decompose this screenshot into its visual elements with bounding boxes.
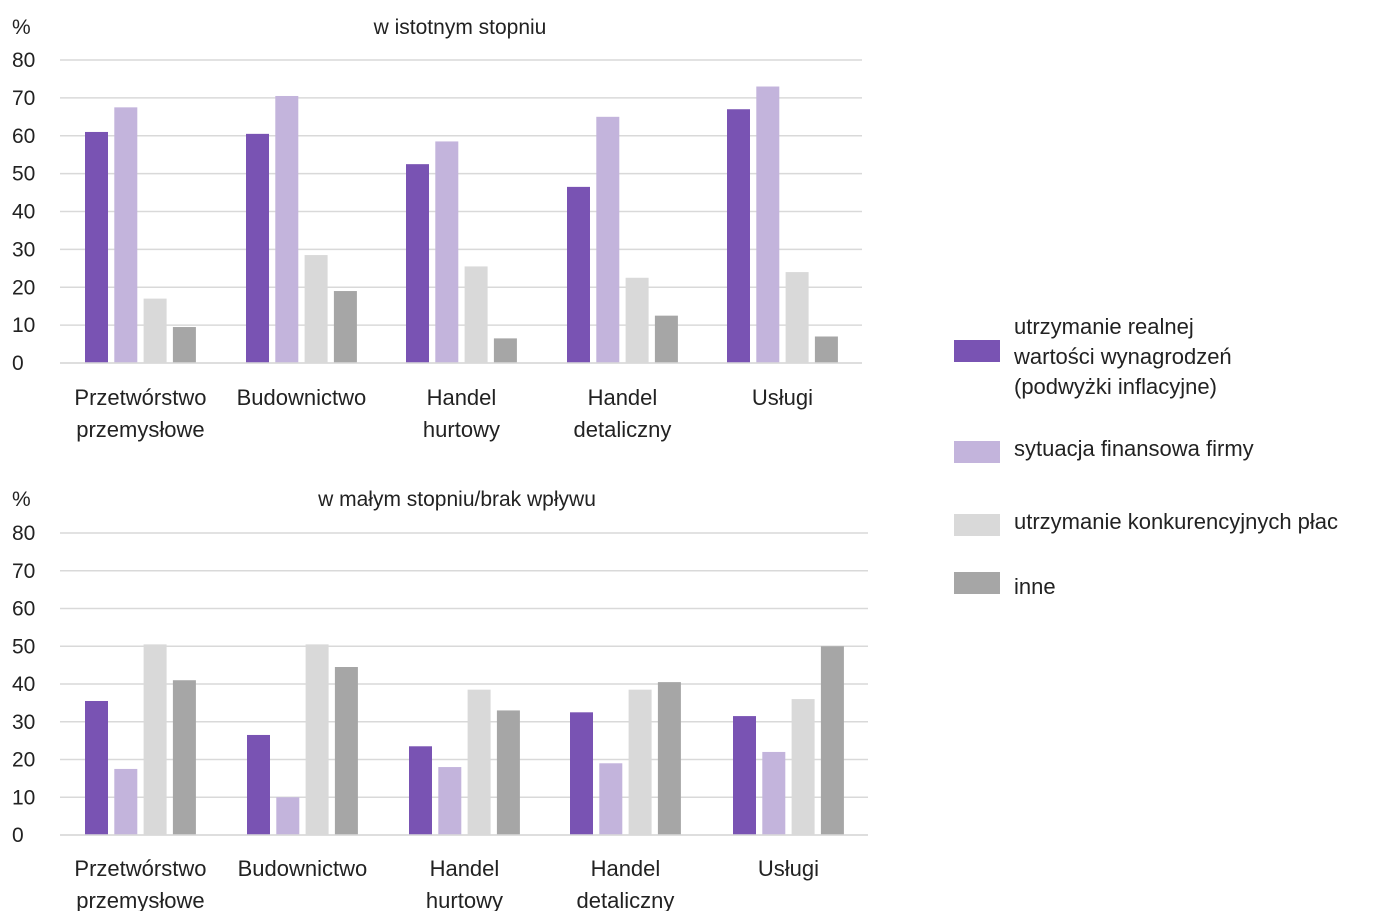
bar — [114, 768, 138, 835]
bar — [625, 277, 649, 363]
bar — [334, 667, 358, 835]
bar — [276, 797, 300, 835]
y-axis-label: % — [12, 16, 31, 39]
legend-label: inne — [1014, 574, 1056, 599]
bar — [628, 689, 652, 835]
bar — [756, 86, 780, 363]
legend-swatch — [954, 572, 1000, 594]
bar — [791, 699, 815, 835]
category-label: przemysłowe — [76, 417, 204, 442]
bar — [85, 700, 108, 835]
bar — [785, 272, 809, 363]
bar — [820, 646, 844, 835]
y-axis-label: % — [12, 488, 31, 511]
legend-label: wartości wynagrodzeń — [1013, 344, 1232, 369]
bar — [143, 644, 167, 835]
bar — [493, 338, 517, 363]
y-tick-label: 40 — [12, 673, 35, 696]
y-tick-label: 50 — [12, 163, 35, 186]
bar — [762, 751, 786, 835]
category-label: Usługi — [758, 856, 819, 881]
y-tick-label: 70 — [12, 87, 35, 110]
bar — [172, 327, 196, 363]
category-label: Przetwórstwo — [74, 385, 206, 410]
bar — [496, 710, 520, 835]
bar — [304, 255, 328, 363]
bar — [435, 141, 459, 363]
legend-label: sytuacja finansowa firmy — [1014, 436, 1254, 461]
category-label: detaliczny — [577, 888, 675, 911]
legend-label: (podwyżki inflacyjne) — [1014, 374, 1217, 399]
chart-title: w małym stopniu/brak wpływu — [317, 488, 596, 511]
bar — [247, 734, 270, 835]
y-tick-label: 30 — [12, 711, 35, 734]
bar — [85, 131, 108, 363]
y-tick-label: 10 — [12, 786, 35, 809]
y-tick-label: 0 — [12, 352, 24, 375]
category-label: przemysłowe — [76, 888, 204, 911]
y-tick-label: 40 — [12, 201, 35, 224]
bar — [409, 746, 432, 835]
bar — [275, 95, 299, 363]
legend-swatch — [954, 340, 1000, 362]
category-label: Handel — [427, 385, 497, 410]
bar — [733, 716, 756, 835]
bar — [333, 291, 357, 363]
category-label: hurtowy — [423, 417, 500, 442]
y-tick-label: 60 — [12, 125, 35, 148]
legend: utrzymanie realnej wartości wynagrodzeń (p… — [954, 314, 1338, 599]
bar — [596, 116, 620, 363]
category-label: detaliczny — [574, 417, 672, 442]
legend-label: utrzymanie konkurencyjnych płac — [1014, 509, 1338, 534]
category-label: Budownictwo — [238, 856, 368, 881]
bar — [246, 133, 269, 363]
category-label: Budownictwo — [237, 385, 367, 410]
y-tick-label: 60 — [12, 598, 35, 621]
bar — [814, 336, 838, 363]
bar — [727, 109, 750, 363]
category-label: Handel — [430, 856, 500, 881]
bar — [438, 767, 462, 835]
bar — [654, 315, 678, 363]
y-tick-label: 10 — [12, 314, 35, 337]
category-label: Handel — [591, 856, 661, 881]
y-tick-label: 20 — [12, 749, 35, 772]
bar — [114, 107, 138, 363]
category-label: Usługi — [752, 385, 813, 410]
category-label: hurtowy — [426, 888, 503, 911]
y-tick-label: 70 — [12, 560, 35, 583]
legend-label: utrzymanie realnej — [1014, 314, 1194, 339]
category-label: Przetwórstwo — [74, 856, 206, 881]
bar — [406, 164, 429, 363]
bar — [570, 712, 593, 835]
legend-swatch — [954, 514, 1000, 536]
y-tick-label: 80 — [12, 49, 35, 72]
y-tick-label: 0 — [12, 824, 24, 847]
y-tick-label: 50 — [12, 635, 35, 658]
bar — [467, 689, 491, 835]
y-tick-label: 80 — [12, 522, 35, 545]
chart-panel-bottom: w małym stopniu/brak wpływu% 0 10 20 30 40 50 6… — [12, 488, 868, 911]
y-tick-label: 20 — [12, 276, 35, 299]
bar — [464, 266, 488, 363]
category-label: Handel — [588, 385, 658, 410]
bar — [172, 680, 196, 835]
bar — [305, 644, 329, 835]
bar — [567, 186, 590, 363]
chart-panel-top: w istotnym stopniu% 0 10 20 30 40 50 60 70 80 Prze… — [12, 16, 862, 442]
bar — [657, 682, 681, 835]
legend-swatch — [954, 441, 1000, 463]
bar — [143, 298, 167, 363]
y-tick-label: 30 — [12, 238, 35, 261]
bar — [599, 763, 623, 835]
chart-title: w istotnym stopniu — [373, 16, 547, 39]
